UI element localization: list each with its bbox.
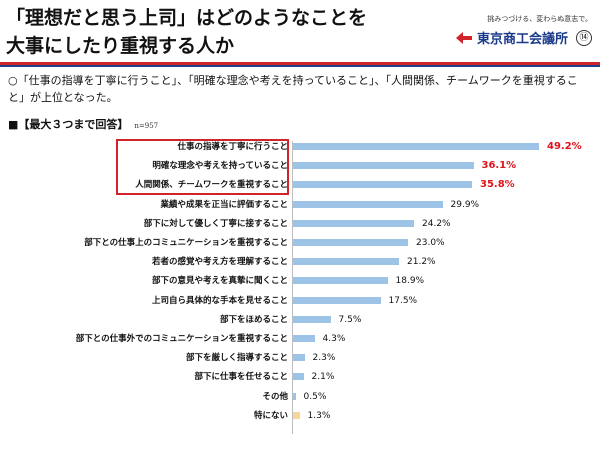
sample-size: n=957 — [134, 122, 159, 130]
header-divider-red — [0, 62, 600, 65]
organization-name: 東京商工会議所 — [476, 32, 568, 47]
value-label: 29.9% — [450, 199, 480, 210]
value-label: 2.1% — [311, 372, 335, 383]
section-heading-label: ■【最大３つまで回答】 — [8, 118, 129, 131]
category-label: 業績や成果を正当に評価すること — [160, 199, 288, 210]
bar — [293, 162, 474, 170]
value-label: 49.2% — [547, 141, 582, 152]
value-label: 4.3% — [322, 334, 346, 344]
page-title: 「理想だと思う上司」はどのようなことを 大事にしたり重視する人か — [6, 4, 376, 60]
chart-axis-line — [292, 141, 293, 434]
bar — [293, 315, 331, 323]
value-label: 2.3% — [312, 353, 336, 364]
category-label: 上司自ら具体的な手本を見せること — [151, 295, 288, 306]
value-label: 0.5% — [303, 391, 327, 402]
bar — [293, 373, 304, 381]
bar — [293, 354, 305, 362]
bar — [293, 411, 300, 419]
category-label: 部下との仕事外でのコミュニケーションを重視すること — [75, 334, 288, 344]
bar — [293, 258, 399, 266]
category-label: 部下を厳しく指導すること — [185, 353, 288, 364]
bar — [293, 181, 472, 189]
category-label: 部下との仕事上のコミュニケーションを重視すること — [84, 238, 288, 248]
title-line-1: 「理想だと思う上司」はどのようなことを — [6, 7, 368, 29]
value-label: 36.1% — [481, 160, 517, 172]
bar — [293, 335, 315, 342]
organization-logo: 挑みつづける、変わらぬ意志で。 東京商工会議所 ⑭ — [372, 14, 592, 47]
tagline: 挑みつづける、変わらぬ意志で。 — [487, 15, 592, 23]
category-label: 人間関係、チームワークを重視すること — [135, 180, 288, 191]
bar — [293, 143, 539, 150]
page-number: ⑭ — [576, 29, 592, 46]
value-label: 35.8% — [480, 179, 515, 191]
title-line-2: 大事にしたり重視する人か — [6, 35, 235, 57]
value-label: 7.5% — [338, 314, 362, 325]
category-label: 仕事の指導を丁寧に行うこと — [177, 142, 288, 152]
value-label: 17.5% — [388, 295, 418, 306]
category-label: 特にない — [253, 410, 288, 421]
bar — [293, 200, 443, 208]
category-label: 部下に仕事を任せること — [194, 372, 288, 383]
category-label: 明確な理念や考えを持っていること — [152, 161, 288, 172]
section-heading: ■【最大３つまで回答】 n=957 — [8, 116, 158, 132]
bar — [293, 277, 388, 285]
value-label: 1.3% — [307, 410, 331, 421]
value-label: 21.2% — [407, 257, 436, 268]
tokyo-chamber-logo-icon — [455, 31, 472, 44]
category-label: 若者の感覚や考え方を理解すること — [151, 257, 288, 268]
top-three-highlight-box — [116, 139, 289, 195]
header-divider-blue — [0, 65, 600, 67]
bar — [293, 219, 414, 227]
value-label: 23.0% — [416, 238, 445, 248]
category-label: 部下をほめること — [219, 314, 288, 325]
bar — [293, 239, 408, 246]
value-label: 24.2% — [422, 218, 451, 229]
bar — [293, 392, 296, 400]
category-label: その他 — [262, 391, 288, 402]
summary-text: ○「仕事の指導を丁寧に行うこと」、「明確な理念や考えを持っていること」、「人間関… — [8, 74, 578, 104]
category-label: 部下の意見や考えを真摯に聞くこと — [151, 276, 288, 287]
value-label: 18.9% — [395, 276, 425, 287]
category-label: 部下に対して優しく丁寧に接すること — [143, 218, 288, 229]
bar — [293, 296, 381, 304]
